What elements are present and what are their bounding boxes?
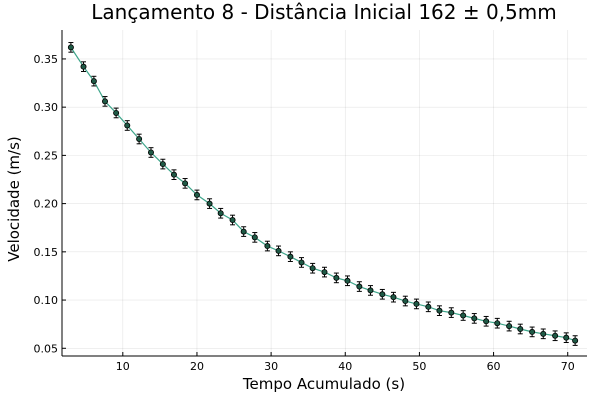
x-tick-label: 10 xyxy=(116,360,130,373)
data-point xyxy=(529,328,536,335)
y-tick-label: 0.15 xyxy=(34,246,59,259)
x-tick-label: 40 xyxy=(338,360,352,373)
data-point xyxy=(217,210,224,217)
y-tick-label: 0.30 xyxy=(34,101,59,114)
x-axis-title: Tempo Acumulado (s) xyxy=(242,375,405,393)
chart-title: Lançamento 8 - Distância Inicial 162 ± 0… xyxy=(91,0,556,24)
data-point xyxy=(251,234,258,241)
axes xyxy=(61,30,587,357)
data-point xyxy=(182,180,189,187)
data-point xyxy=(113,109,120,116)
y-tick-label: 0.25 xyxy=(34,149,59,162)
data-point xyxy=(494,320,501,327)
data-point xyxy=(80,63,87,70)
data-point xyxy=(344,277,351,284)
data-point xyxy=(448,309,455,316)
data-point xyxy=(298,259,305,266)
data-points xyxy=(67,44,579,344)
data-point xyxy=(402,298,409,305)
data-point xyxy=(413,300,420,307)
y-axis-title: Velocidade (m/s) xyxy=(5,136,23,262)
data-point xyxy=(275,247,282,254)
data-point xyxy=(460,312,467,319)
x-tick-label: 50 xyxy=(412,360,426,373)
data-point xyxy=(159,161,166,168)
y-tick-label: 0.35 xyxy=(34,53,59,66)
y-tick-label: 0.10 xyxy=(34,294,59,307)
data-point xyxy=(309,265,316,272)
data-point xyxy=(321,269,328,276)
data-point xyxy=(206,200,213,207)
data-point xyxy=(390,294,397,301)
data-point xyxy=(356,283,363,290)
data-point xyxy=(572,337,579,344)
data-point xyxy=(471,315,478,322)
data-point xyxy=(136,135,143,142)
data-point xyxy=(67,44,74,51)
x-tick-label: 70 xyxy=(561,360,575,373)
data-point xyxy=(540,330,547,337)
data-point xyxy=(517,325,524,332)
data-point xyxy=(436,307,443,314)
data-point xyxy=(90,78,97,85)
data-point xyxy=(240,228,247,235)
data-point xyxy=(563,334,570,341)
data-point xyxy=(170,171,177,178)
data-point xyxy=(367,287,374,294)
x-tick-label: 20 xyxy=(190,360,204,373)
x-tick-label: 30 xyxy=(264,360,278,373)
x-tick-label: 60 xyxy=(487,360,501,373)
grid xyxy=(62,30,587,356)
data-point xyxy=(124,122,131,129)
data-point xyxy=(483,318,490,325)
data-point xyxy=(229,217,236,224)
data-point xyxy=(333,274,340,281)
y-tick-label: 0.20 xyxy=(34,198,59,211)
y-tick-label: 0.05 xyxy=(34,342,59,355)
data-point xyxy=(379,291,386,298)
y-axis-ticks: 0.05 0.10 0.15 0.20 0.25 0.30 0.35 xyxy=(34,53,66,355)
data-point xyxy=(102,98,109,105)
x-axis-ticks: 10 20 30 40 50 60 70 xyxy=(116,352,575,373)
data-point xyxy=(506,323,513,330)
data-point xyxy=(147,149,154,156)
data-point xyxy=(193,191,200,198)
data-point xyxy=(552,332,559,339)
data-point xyxy=(425,303,432,310)
data-point xyxy=(264,243,271,250)
data-point xyxy=(287,253,294,260)
